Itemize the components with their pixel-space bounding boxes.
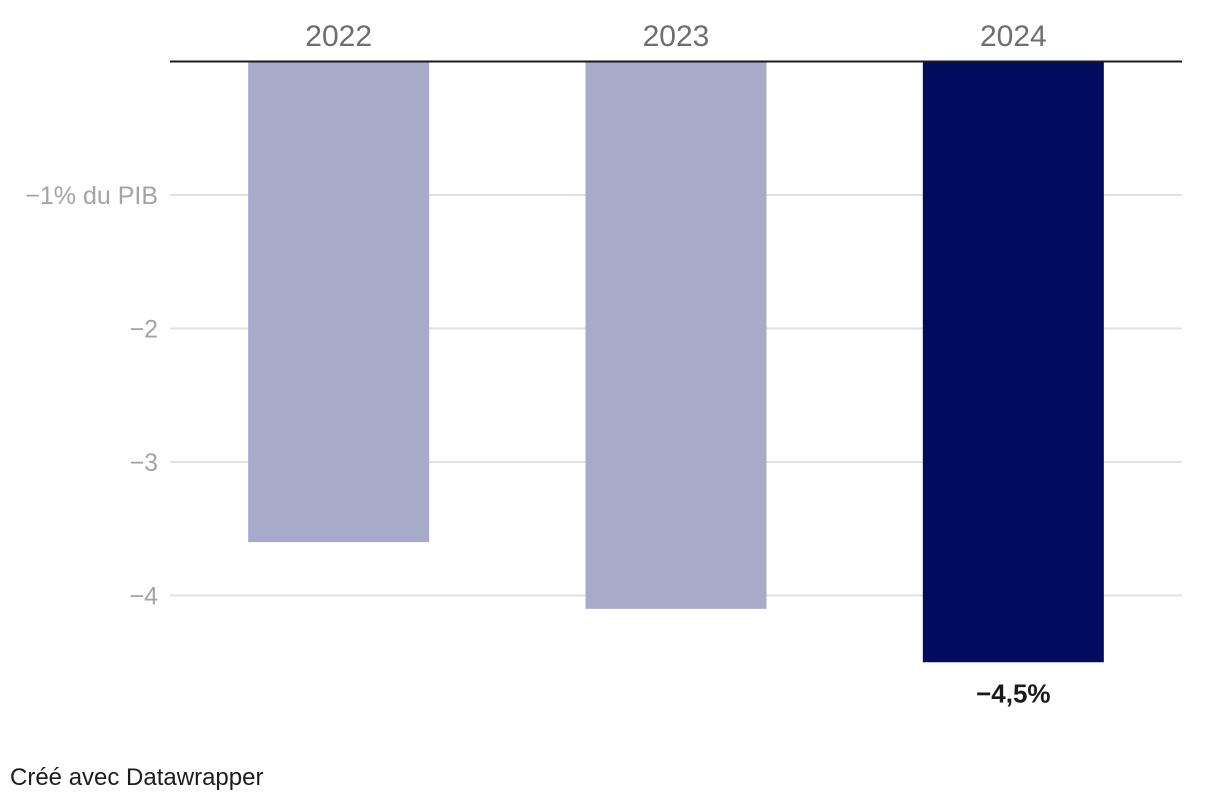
bar-chart: 2022 2023 2024 −1% du PIB −2 −3 −4 −4,5% (25, 20, 1182, 708)
y-tick-label: −1% du PIB (25, 182, 158, 210)
y-tick-label: −3 (129, 449, 158, 477)
y-tick-label: −4 (129, 583, 158, 611)
y-tick-label: −2 (129, 316, 158, 344)
data-label: −4,5% (976, 678, 1050, 708)
bars (248, 61, 1104, 663)
y-axis-labels: −1% du PIB −2 −3 −4 (25, 182, 158, 611)
footer-credit: Créé avec Datawrapper (10, 764, 264, 791)
x-axis-labels: 2022 2023 2024 (305, 20, 1046, 53)
bar-2022 (248, 61, 430, 543)
bar-2024 (922, 61, 1104, 663)
x-tick-label: 2022 (305, 20, 372, 53)
x-tick-label: 2023 (643, 20, 710, 53)
bar-2023 (585, 61, 767, 609)
data-labels: −4,5% (976, 678, 1050, 708)
x-tick-label: 2024 (980, 20, 1047, 53)
